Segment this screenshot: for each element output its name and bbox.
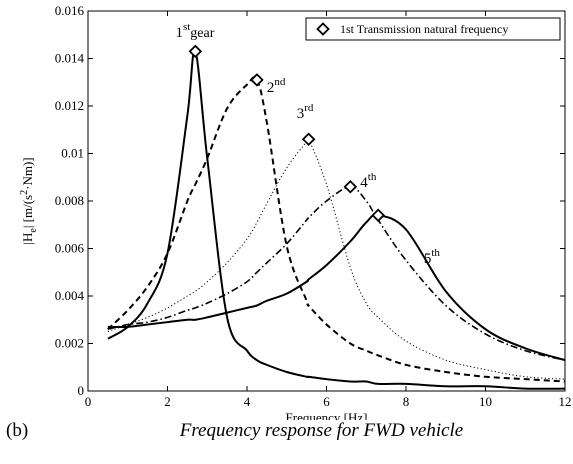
figure-caption-text: Frequency response for FWD vehicle [179,420,464,441]
x-axis-label: Frequency [Hz] [286,410,368,420]
y-tick-label: 0 [78,383,85,398]
series-label-ordinal: th [368,171,377,183]
y-axis-label-part: | [m/(s [20,195,35,228]
legend: 1st Transmission natural frequency [305,17,561,41]
x-tick-label: 12 [559,394,572,409]
series-label-5: 5th [424,247,441,267]
series-line-2 [107,76,566,383]
y-tick-label: 0.012 [55,98,84,113]
x-tick-label: 4 [244,394,251,409]
series-line-1 [107,49,566,390]
legend-entry: 1st Transmission natural frequency [340,22,508,36]
series-label-suffix: gear [190,26,214,41]
x-tick-label: 10 [479,394,492,409]
series-label-number: 4 [360,175,368,191]
peak-marker-5 [371,208,385,223]
peak-marker-3 [301,132,316,147]
peak-marker-2 [250,73,264,87]
y-axis-label-part: 2 [19,190,30,195]
y-tick-label: 0.006 [55,241,85,256]
y-tick-label: 0.016 [55,3,85,18]
peak-marker-4 [343,179,358,194]
frequency-response-chart: 0 2 4 6 8 10 1200.0020.0040.0060.0080.010.0120… [19,3,572,420]
series-line-5 [107,214,566,362]
legend-box [305,17,561,41]
figure-caption: Frequency response for FWD vehicle [0,420,573,442]
figure-label: (b) [6,420,29,441]
series-label-ordinal: th [431,247,440,259]
curves [107,49,566,390]
series-line-4 [107,185,566,361]
y-axis-label-part: e [28,228,39,233]
y-tick-label: 0.008 [55,193,84,208]
series-label-ordinal: rd [304,102,314,114]
series-label-number: 2 [267,80,275,96]
axes: 0 2 4 6 8 10 1200.0020.0040.0060.0080.010.0120… [19,3,572,420]
y-axis-label-part: ·Nm)] [20,157,35,190]
peak-marker-1 [188,44,203,59]
x-tick-label: 8 [403,394,410,409]
x-tick-label: 2 [164,394,171,409]
y-tick-label: 0.004 [55,288,85,303]
series-label-number: 3 [297,106,305,122]
y-axis-label: |He| [m/(s2·Nm)] [19,157,39,244]
x-tick-label: 0 [85,394,92,409]
x-tick-label: 6 [323,394,330,409]
series-label-ordinal: st [183,21,190,33]
series-label-number: 5 [424,251,432,267]
series-label-number: 1 [175,25,183,41]
legend-marker [316,22,330,36]
series-label-4: 4th [360,171,377,191]
y-axis-label-part: |H [20,233,35,245]
series-label-3: 3rd [297,102,314,122]
y-tick-label: 0.01 [61,146,84,161]
peak-markers [188,44,385,223]
y-tick-label: 0.002 [55,336,84,351]
series-label-1: 1stgear [175,21,214,41]
series-label-ordinal: nd [274,76,286,88]
series-line-3 [107,135,566,380]
y-tick-label: 0.014 [55,51,85,66]
series-label-2: 2nd [267,76,286,96]
